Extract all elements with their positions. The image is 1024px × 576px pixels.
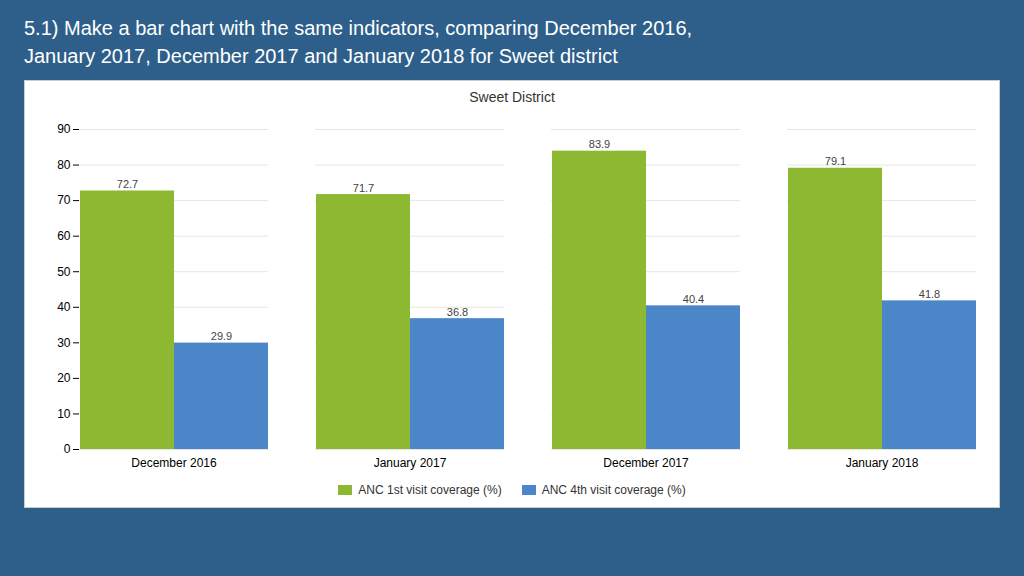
svg-text:December 2016: December 2016 xyxy=(131,456,217,470)
svg-text:60: 60 xyxy=(57,229,71,243)
svg-text:29.9: 29.9 xyxy=(211,330,232,342)
svg-text:50: 50 xyxy=(57,265,71,279)
svg-text:40: 40 xyxy=(57,300,71,314)
svg-text:January 2018: January 2018 xyxy=(846,456,919,470)
svg-text:40.4: 40.4 xyxy=(683,293,704,305)
svg-text:70: 70 xyxy=(57,193,71,207)
svg-text:20: 20 xyxy=(57,371,71,385)
html-text:ANC 4th visit coverage (%): ANC 4th visit coverage (%) xyxy=(541,483,686,497)
svg-text:10: 10 xyxy=(57,407,71,421)
svg-text:30: 30 xyxy=(57,336,71,350)
svg-text:December 2017: December 2017 xyxy=(603,456,689,470)
svg-text:January 2017: January 2017 xyxy=(374,456,447,470)
svg-text:79.1: 79.1 xyxy=(825,155,846,167)
html-text:5.1) Make a bar chart with the: 5.1) Make a bar chart with the same indi… xyxy=(24,17,693,67)
svg-text:71.7: 71.7 xyxy=(353,182,374,194)
html-text:ANC 1st visit coverage (%): ANC 1st visit coverage (%) xyxy=(358,483,502,497)
html-text:Sweet District: Sweet District xyxy=(469,89,555,105)
svg-text:72.7: 72.7 xyxy=(117,178,138,190)
svg-text:80: 80 xyxy=(57,158,71,172)
svg-text:36.8: 36.8 xyxy=(447,306,468,318)
svg-text:83.9: 83.9 xyxy=(589,138,610,150)
svg-text:41.8: 41.8 xyxy=(919,288,940,300)
svg-text:0: 0 xyxy=(64,442,71,456)
svg-text:90: 90 xyxy=(57,122,71,136)
